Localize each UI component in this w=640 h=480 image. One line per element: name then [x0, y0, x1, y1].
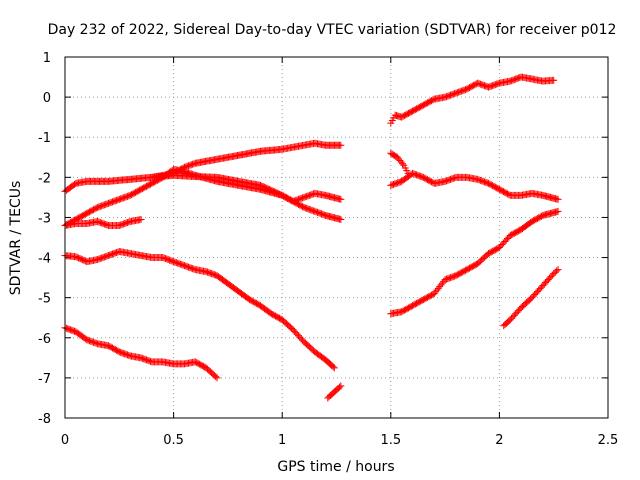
series-track-1 — [61, 139, 345, 195]
series-track-8 — [387, 73, 558, 127]
series-track-9 — [387, 149, 412, 177]
data-point — [337, 215, 345, 223]
y-tick-label: -2 — [38, 171, 51, 186]
data-point — [337, 141, 345, 149]
data-series — [61, 73, 562, 402]
series-track-10 — [387, 169, 562, 203]
y-tick-label: -6 — [38, 332, 51, 347]
data-point — [550, 76, 558, 84]
x-tick-label: 2.5 — [598, 433, 619, 448]
data-point — [213, 374, 221, 382]
data-point — [553, 267, 561, 275]
x-tick-labels: 0 0.5 1 1.5 2 2.5 — [61, 433, 618, 448]
x-tick-label: 2 — [495, 433, 503, 448]
y-tick-labels: 1 0 -1 -2 -3 -4 -5 -6 -7 -8 — [38, 51, 51, 427]
data-point — [436, 283, 444, 291]
y-tick-label: -3 — [38, 211, 51, 226]
data-point — [336, 383, 344, 391]
data-point — [433, 286, 441, 294]
data-point — [329, 363, 337, 371]
x-tick-label: 1 — [278, 433, 286, 448]
data-point — [554, 266, 562, 274]
data-point — [330, 364, 338, 372]
y-tick-label: 0 — [43, 91, 51, 106]
series-track-4 — [148, 171, 345, 205]
series-track-7 — [324, 382, 345, 402]
x-tick-label: 0 — [61, 433, 69, 448]
x-tick-label: 0.5 — [163, 433, 184, 448]
data-point — [438, 279, 446, 287]
chart-title: Day 232 of 2022, Sidereal Day-to-day VTE… — [48, 22, 617, 38]
data-point — [137, 215, 145, 223]
y-tick-label: -4 — [38, 252, 51, 267]
x-tick-label: 1.5 — [380, 433, 401, 448]
y-tick-label: -8 — [38, 412, 51, 427]
y-axis-label: SDTVAR / TECUs — [8, 181, 24, 296]
data-point — [434, 284, 442, 292]
data-point — [337, 382, 345, 390]
data-point — [337, 195, 345, 203]
plot-frame — [64, 56, 609, 419]
y-tick-label: -5 — [38, 292, 51, 307]
data-point — [432, 288, 440, 296]
series-track-11 — [387, 207, 562, 318]
data-point — [430, 290, 438, 298]
data-point — [554, 207, 562, 215]
axis-ticks — [64, 56, 609, 419]
data-point — [437, 281, 445, 289]
y-tick-label: -1 — [38, 131, 51, 146]
data-point — [212, 373, 220, 381]
y-tick-label: 1 — [43, 51, 51, 66]
grid-lines — [65, 57, 608, 418]
x-axis-label: GPS time / hours — [277, 459, 394, 475]
data-point — [554, 195, 562, 203]
series-track-12 — [500, 266, 562, 330]
series-track-5 — [61, 248, 338, 372]
data-point — [399, 160, 407, 168]
series-track-6 — [61, 324, 221, 382]
y-tick-label: -7 — [38, 372, 51, 387]
